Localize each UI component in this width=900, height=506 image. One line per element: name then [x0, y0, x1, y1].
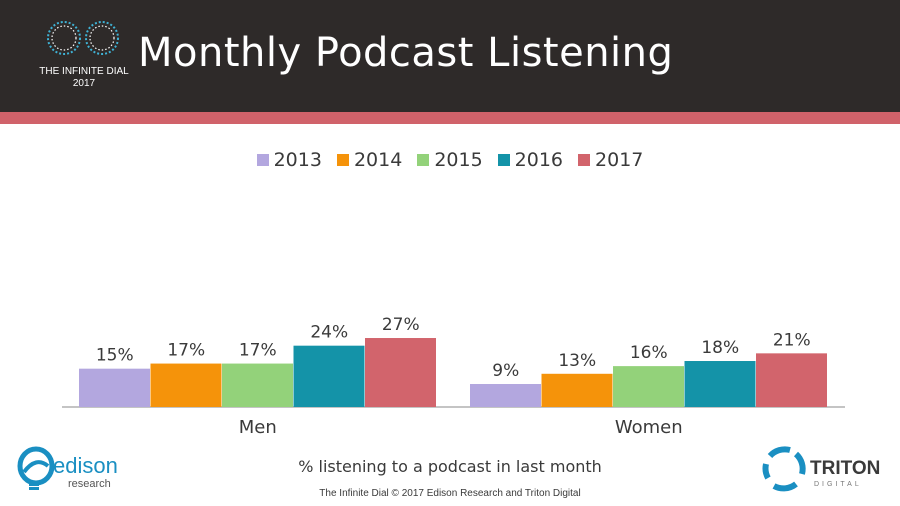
legend-label: 2016	[514, 149, 564, 171]
chart-caption: % listening to a podcast in last month	[298, 457, 602, 476]
triton-logo-sub: DIGITAL	[814, 481, 862, 488]
legend-label: 2013	[273, 149, 322, 171]
bar-women-2013	[470, 384, 541, 407]
legend-label: 2014	[353, 149, 403, 171]
legend-swatch	[578, 154, 591, 166]
data-label: 27%	[382, 315, 420, 335]
edison-bulb-icon	[17, 446, 55, 490]
data-label: 18%	[701, 338, 739, 358]
infinite-dial-logo-text: THE INFINITE DIAL 2017	[28, 66, 140, 90]
legend-label: 2017	[595, 149, 644, 171]
data-label: 17%	[239, 341, 277, 361]
bar-men-2014	[150, 363, 222, 407]
footer-copyright: The Infinite Dial © 2017 Edison Research…	[319, 488, 581, 499]
data-label: 17%	[167, 341, 205, 361]
triton-logo-name: TRITON	[810, 458, 880, 479]
triton-emblem-icon	[762, 446, 806, 492]
data-label: 16%	[630, 343, 668, 363]
category-label-women: Women	[615, 417, 683, 438]
legend-label: 2015	[434, 149, 483, 171]
legend-swatch	[336, 154, 349, 166]
bar-men-2013	[79, 368, 150, 407]
edison-logo-name: edison	[53, 453, 118, 478]
legend-swatch	[417, 154, 430, 166]
bar-women-2014	[541, 373, 613, 407]
logo-line-2: 2017	[72, 78, 96, 89]
bar-women-2015	[613, 366, 684, 407]
category-label-men: Men	[239, 417, 277, 438]
legend-swatch	[256, 154, 269, 166]
legend-item-2016: 2016	[497, 148, 564, 172]
legend-item-2015: 2015	[417, 148, 483, 172]
edison-research-logo: edison research	[17, 446, 118, 490]
data-label: 24%	[310, 323, 348, 343]
bar-women-2016	[684, 361, 756, 407]
data-label: 15%	[96, 346, 134, 366]
legend-item-2017: 2017	[578, 148, 643, 172]
legend-item-2013: 2013	[256, 148, 322, 172]
bar-women-2017	[756, 353, 827, 407]
logo-line-1: THE INFINITE DIAL	[39, 66, 129, 77]
bar-men-2015	[222, 363, 293, 407]
bar-chart: 15% 17% 17% 24% 27% Men 9% 13% 16% 18% 21% Women	[62, 315, 845, 438]
triton-digital-logo: TRITON DIGITAL	[762, 446, 880, 492]
data-label: 21%	[773, 330, 811, 350]
header-bar: THE INFINITE DIAL 2017 Monthly Podcast L…	[0, 0, 900, 112]
edison-logo-sub: research	[68, 478, 111, 490]
legend-item-2014: 2014	[336, 148, 403, 172]
infinite-dial-logo-icon	[47, 21, 119, 55]
data-label: 13%	[558, 351, 596, 371]
page-title: Monthly Podcast Listening	[138, 30, 674, 76]
accent-stripe	[0, 112, 900, 124]
chart-legend: 2013 2014 2015 2016 2017	[0, 148, 900, 172]
data-label: 9%	[492, 361, 519, 381]
bar-men-2016	[293, 345, 365, 407]
legend-swatch	[497, 154, 510, 166]
bar-men-2017	[365, 338, 436, 407]
